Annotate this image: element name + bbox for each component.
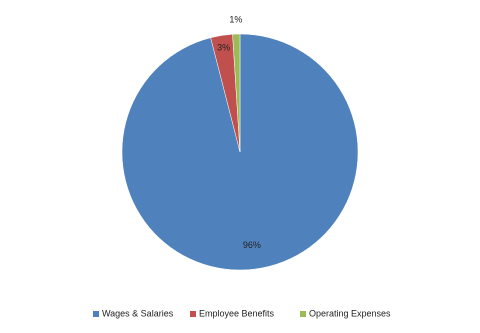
pie-slice [232, 33, 241, 153]
legend-marker [93, 311, 99, 317]
legend-label: Operating Expenses [309, 308, 391, 318]
legend-label: Wages & Salaries [102, 308, 174, 318]
legend-marker [300, 311, 306, 317]
data-label: 3% [217, 43, 230, 53]
legend-marker [190, 311, 196, 317]
data-label: 96% [243, 240, 261, 250]
data-label: 1% [229, 14, 242, 24]
legend-label: Employee Benefits [199, 308, 275, 318]
